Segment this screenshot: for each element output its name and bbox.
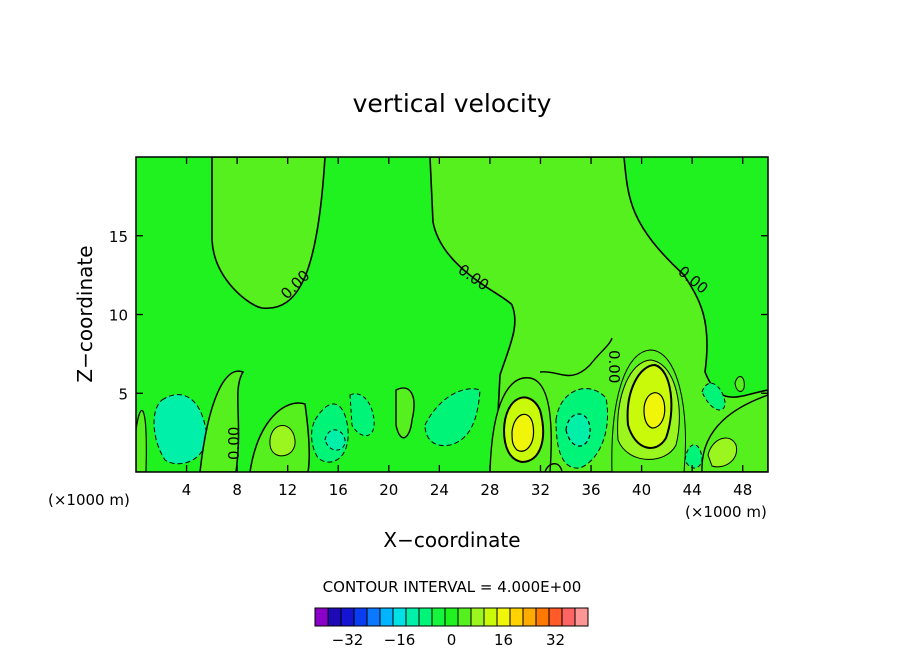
colorbar-swatch (470, 607, 485, 627)
colorbar-swatch (392, 607, 407, 627)
y-axis-label: Z−coordinate (73, 245, 97, 382)
colorbar-swatch (379, 607, 394, 627)
colorbar-swatch (457, 607, 472, 627)
colorbar-swatch (483, 607, 498, 627)
x-tick-label: 36 (581, 481, 600, 499)
chart-title: vertical velocity (353, 89, 552, 118)
colorbar-swatch (509, 607, 524, 627)
upper-plume-left (211, 157, 326, 309)
colorbar-tick-label: 16 (494, 631, 513, 649)
y-tick-label: 10 (109, 307, 128, 325)
colorbar-swatch (366, 607, 381, 627)
x-tick-label: 28 (480, 481, 499, 499)
colorbar-swatch (405, 607, 420, 627)
y-axis: 5 10 15 (109, 228, 768, 403)
colorbar-swatch (340, 607, 355, 627)
contour-label: 0.00 (605, 350, 623, 383)
x-axis: 4 8 12 16 20 24 28 32 36 40 44 48 (182, 157, 752, 499)
x-tick-label: 8 (232, 481, 242, 499)
colorbar: −32 −16 0 16 32 (314, 607, 589, 649)
x-tick-label: 40 (632, 481, 651, 499)
colorbar-swatch (561, 607, 576, 627)
colorbar-tick-label: −32 (332, 631, 364, 649)
colorbar-swatch (314, 607, 329, 627)
x-unit-right: (×1000 m) (685, 503, 767, 521)
x-tick-label: 20 (379, 481, 398, 499)
x-unit-left: (×1000 m) (48, 491, 130, 509)
colorbar-tick-label: 32 (546, 631, 565, 649)
colorbar-tick-label: 0 (447, 631, 457, 649)
colorbar-swatch (496, 607, 511, 627)
contour-field (136, 157, 768, 472)
x-tick-label: 44 (683, 481, 702, 499)
colorbar-swatch (522, 607, 537, 627)
x-tick-label: 12 (278, 481, 297, 499)
colorbar-swatch (574, 607, 589, 627)
contour-interval-text: CONTOUR INTERVAL = 4.000E+00 (323, 578, 582, 596)
colorbar-swatch (327, 607, 342, 627)
colorbar-swatch (548, 607, 563, 627)
x-axis-label: X−coordinate (383, 528, 520, 552)
y-tick-label: 15 (109, 228, 128, 246)
colorbar-swatch (418, 607, 433, 627)
x-tick-label: 32 (531, 481, 550, 499)
colorbar-swatch (535, 607, 550, 627)
y-tick-label: 5 (118, 385, 128, 403)
colorbar-swatch (431, 607, 446, 627)
colorbar-swatch (444, 607, 459, 627)
colorbar-tick-label: −16 (384, 631, 416, 649)
x-tick-label: 4 (182, 481, 192, 499)
x-tick-label: 24 (430, 481, 449, 499)
contour-label: 0.00 (225, 427, 243, 460)
x-tick-label: 16 (329, 481, 348, 499)
colorbar-swatch (353, 607, 368, 627)
x-tick-label: 48 (733, 481, 752, 499)
